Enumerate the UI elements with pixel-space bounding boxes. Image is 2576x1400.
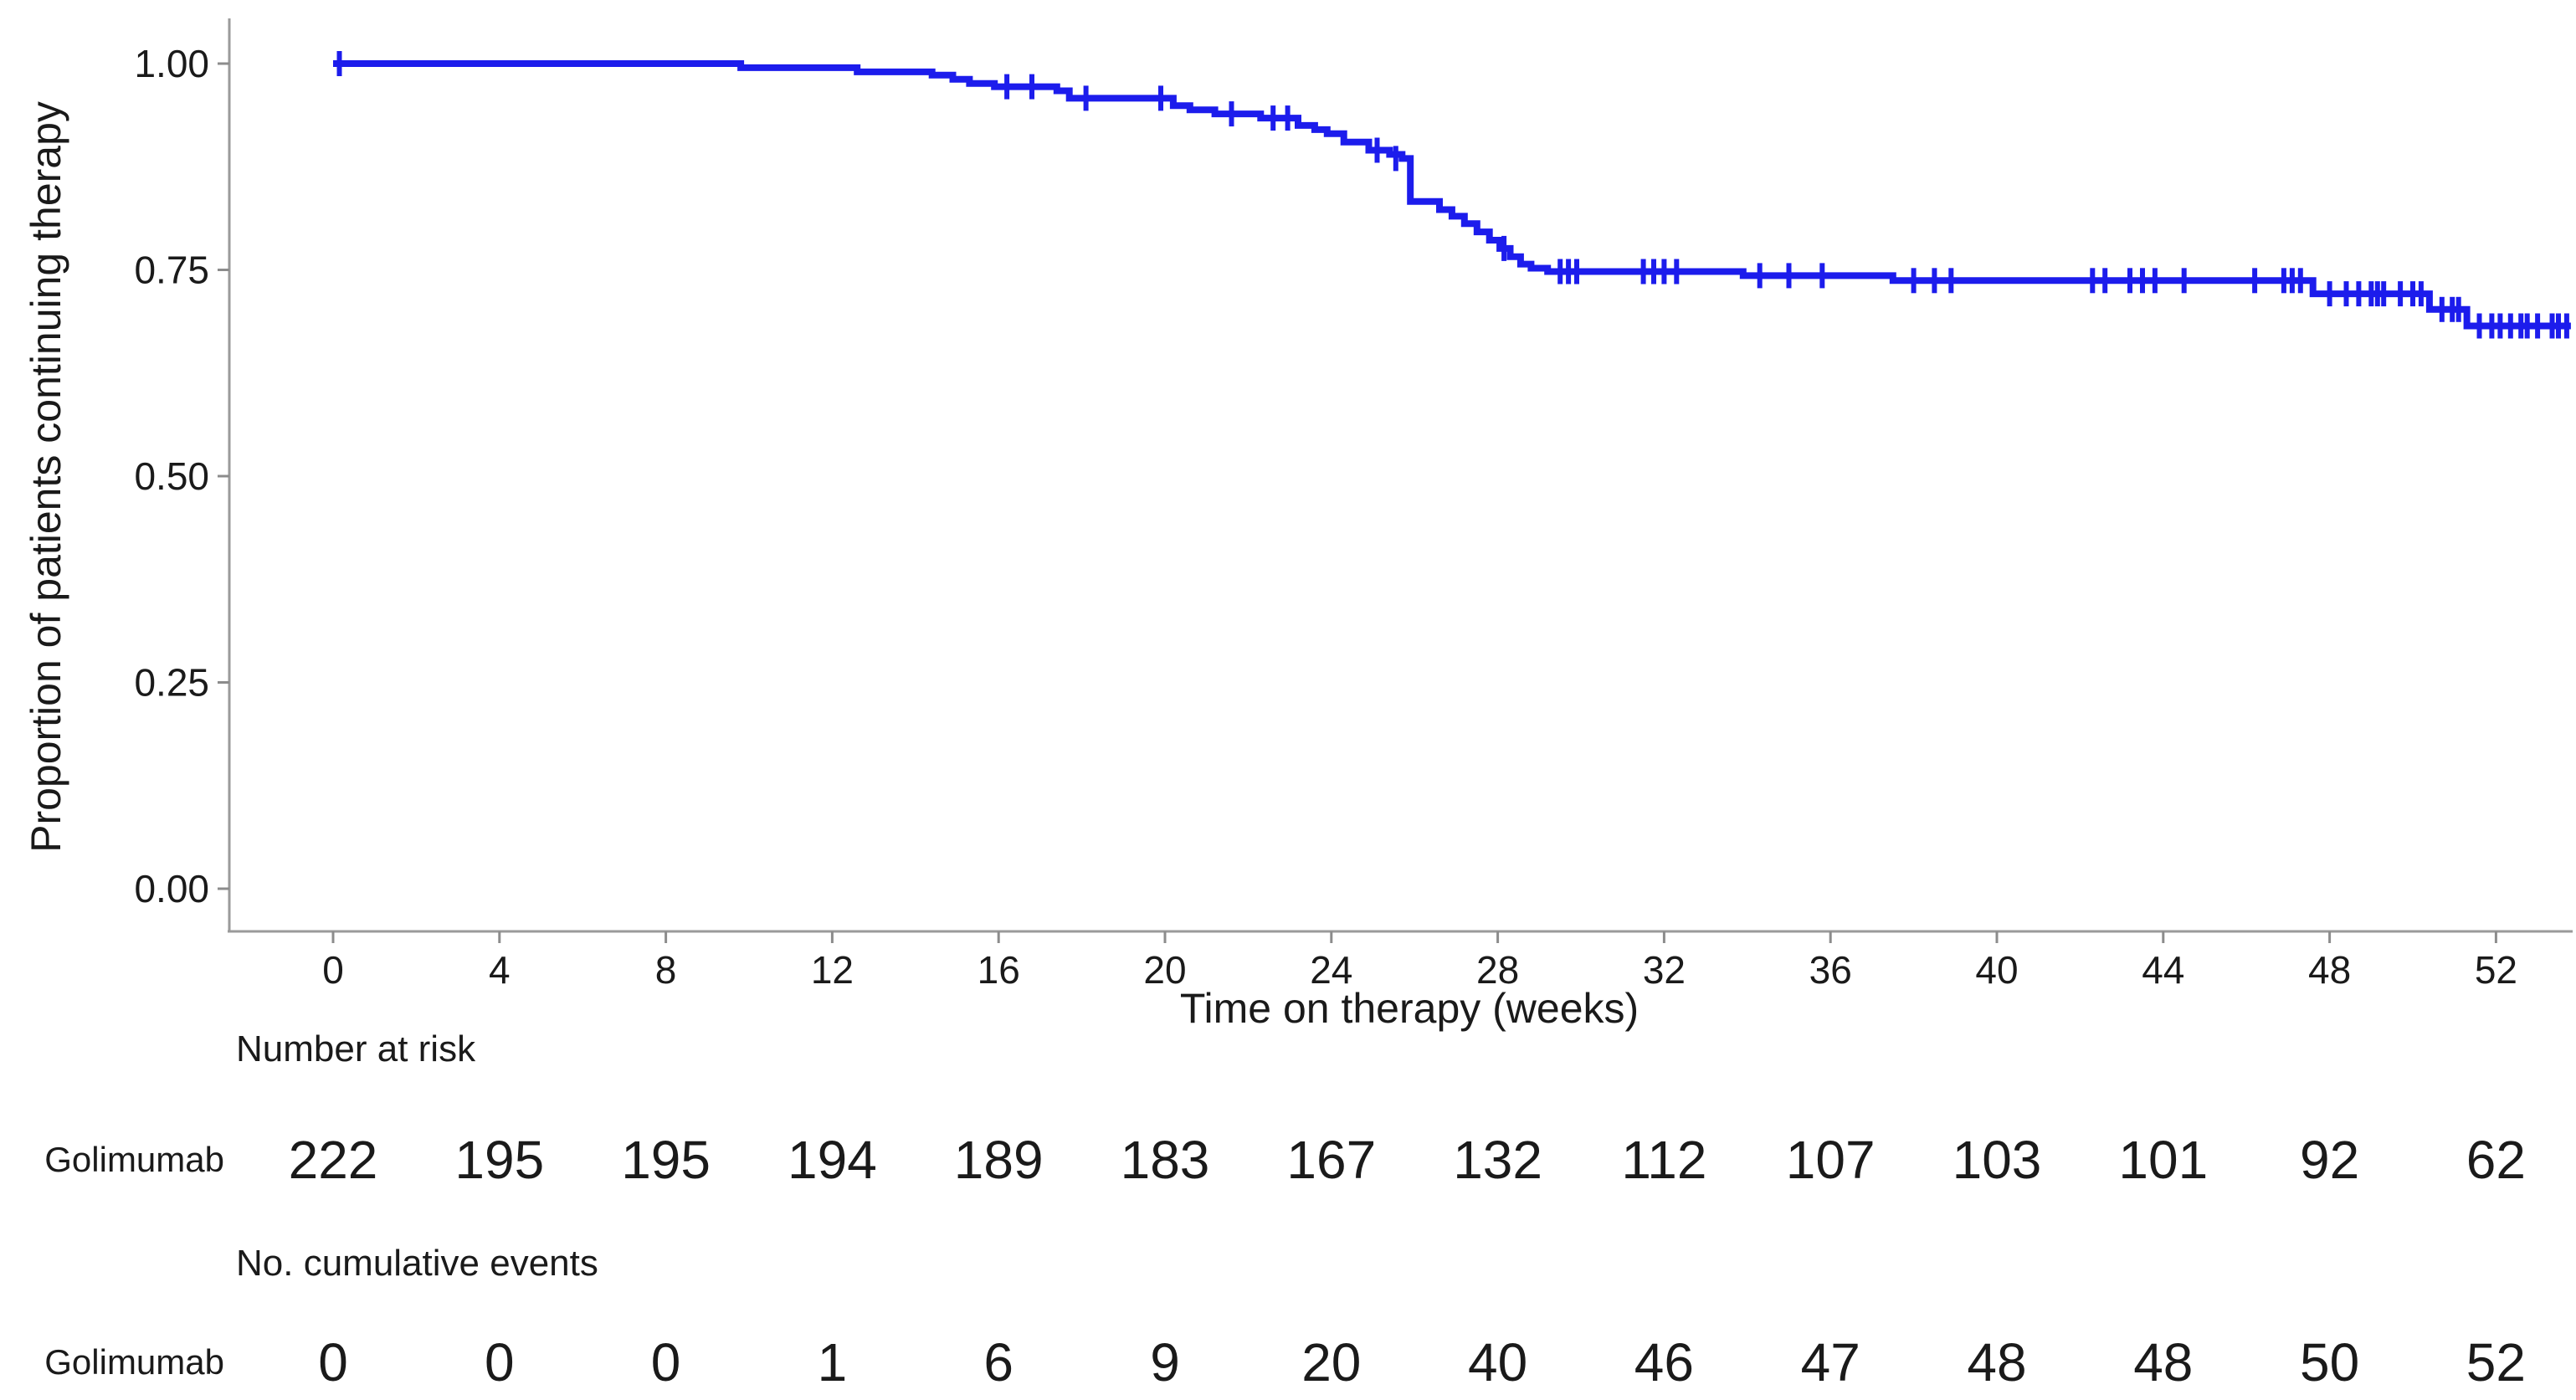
y-tick-label: 0.25 bbox=[134, 661, 209, 705]
number-at-risk-value: 222 bbox=[289, 1130, 378, 1190]
x-tick-label: 32 bbox=[1643, 948, 1686, 992]
events-table-heading: No. cumulative events bbox=[236, 1243, 598, 1284]
number-at-risk-value: 183 bbox=[1121, 1130, 1210, 1190]
cumulative-events-value: 0 bbox=[318, 1332, 348, 1392]
x-tick-label: 8 bbox=[655, 948, 677, 992]
number-at-risk-value: 195 bbox=[454, 1130, 544, 1190]
x-tick-label: 52 bbox=[2475, 948, 2517, 992]
risk-table: Number at risk Golimumab 222 195 195 194 189… bbox=[44, 1028, 2526, 1190]
y-axis-title: Proportion of patients continuing therap… bbox=[23, 101, 69, 853]
x-tick-label: 44 bbox=[2142, 948, 2184, 992]
number-at-risk-value: 92 bbox=[2300, 1130, 2359, 1190]
risk-row-values: 222 195 195 194 189 183 167 132 112 107 103 101 92 62 bbox=[289, 1130, 2526, 1190]
y-tick-label: 0.00 bbox=[134, 867, 209, 910]
number-at-risk-value: 195 bbox=[621, 1130, 711, 1190]
x-tick-label: 28 bbox=[1476, 948, 1519, 992]
x-tick-label: 36 bbox=[1809, 948, 1852, 992]
y-tick-label: 0.75 bbox=[134, 249, 209, 292]
risk-table-heading: Number at risk bbox=[236, 1028, 476, 1069]
cumulative-events-value: 6 bbox=[983, 1332, 1013, 1392]
cumulative-events-value: 1 bbox=[818, 1332, 848, 1392]
x-tick-label: 40 bbox=[1975, 948, 2018, 992]
x-axis-title: Time on therapy (weeks) bbox=[1180, 985, 1639, 1032]
y-axis-ticks: 1.00 0.75 0.50 0.25 0.00 bbox=[134, 42, 229, 910]
survival-curve bbox=[333, 60, 2571, 330]
cumulative-events-value: 40 bbox=[1468, 1332, 1527, 1392]
x-tick-label: 0 bbox=[322, 948, 344, 992]
golimumab-km-curve bbox=[333, 60, 2571, 330]
cumulative-events-value: 48 bbox=[1967, 1332, 2026, 1392]
number-at-risk-value: 101 bbox=[2118, 1130, 2208, 1190]
number-at-risk-value: 194 bbox=[788, 1130, 877, 1190]
number-at-risk-value: 112 bbox=[1621, 1130, 1706, 1190]
number-at-risk-value: 103 bbox=[1953, 1130, 2042, 1190]
cumulative-events-value: 52 bbox=[2466, 1332, 2526, 1392]
number-at-risk-value: 132 bbox=[1453, 1130, 1542, 1190]
cumulative-events-value: 0 bbox=[651, 1332, 681, 1392]
x-axis-ticks: 0 4 8 12 16 20 24 28 32 36 40 44 48 52 bbox=[322, 931, 2517, 992]
x-tick-label: 12 bbox=[811, 948, 854, 992]
x-tick-label: 24 bbox=[1310, 948, 1352, 992]
cumulative-events-value: 9 bbox=[1150, 1332, 1180, 1392]
number-at-risk-value: 62 bbox=[2466, 1130, 2526, 1190]
x-tick-label: 48 bbox=[2308, 948, 2351, 992]
events-row-values: 0 0 0 1 6 9 20 40 46 47 48 48 50 52 bbox=[318, 1332, 2526, 1392]
cumulative-events-value: 50 bbox=[2300, 1332, 2359, 1392]
cumulative-events-value: 47 bbox=[1801, 1332, 1860, 1392]
y-tick-label: 0.50 bbox=[134, 454, 209, 498]
events-row-label: Golimumab bbox=[44, 1342, 224, 1382]
cumulative-events-value: 20 bbox=[1301, 1332, 1361, 1392]
number-at-risk-value: 167 bbox=[1286, 1130, 1376, 1190]
risk-row-label: Golimumab bbox=[44, 1140, 224, 1179]
x-tick-label: 20 bbox=[1143, 948, 1186, 992]
events-table: No. cumulative events Golimumab 0 0 0 1 6 9 20… bbox=[44, 1243, 2526, 1392]
y-tick-label: 1.00 bbox=[134, 42, 209, 85]
censor-marks bbox=[336, 51, 2569, 339]
number-at-risk-value: 107 bbox=[1786, 1130, 1876, 1190]
x-tick-label: 4 bbox=[489, 948, 511, 992]
cumulative-events-value: 46 bbox=[1634, 1332, 1694, 1392]
cumulative-events-value: 0 bbox=[485, 1332, 515, 1392]
x-tick-label: 16 bbox=[978, 948, 1020, 992]
number-at-risk-value: 189 bbox=[954, 1130, 1044, 1190]
cumulative-events-value: 48 bbox=[2133, 1332, 2193, 1392]
